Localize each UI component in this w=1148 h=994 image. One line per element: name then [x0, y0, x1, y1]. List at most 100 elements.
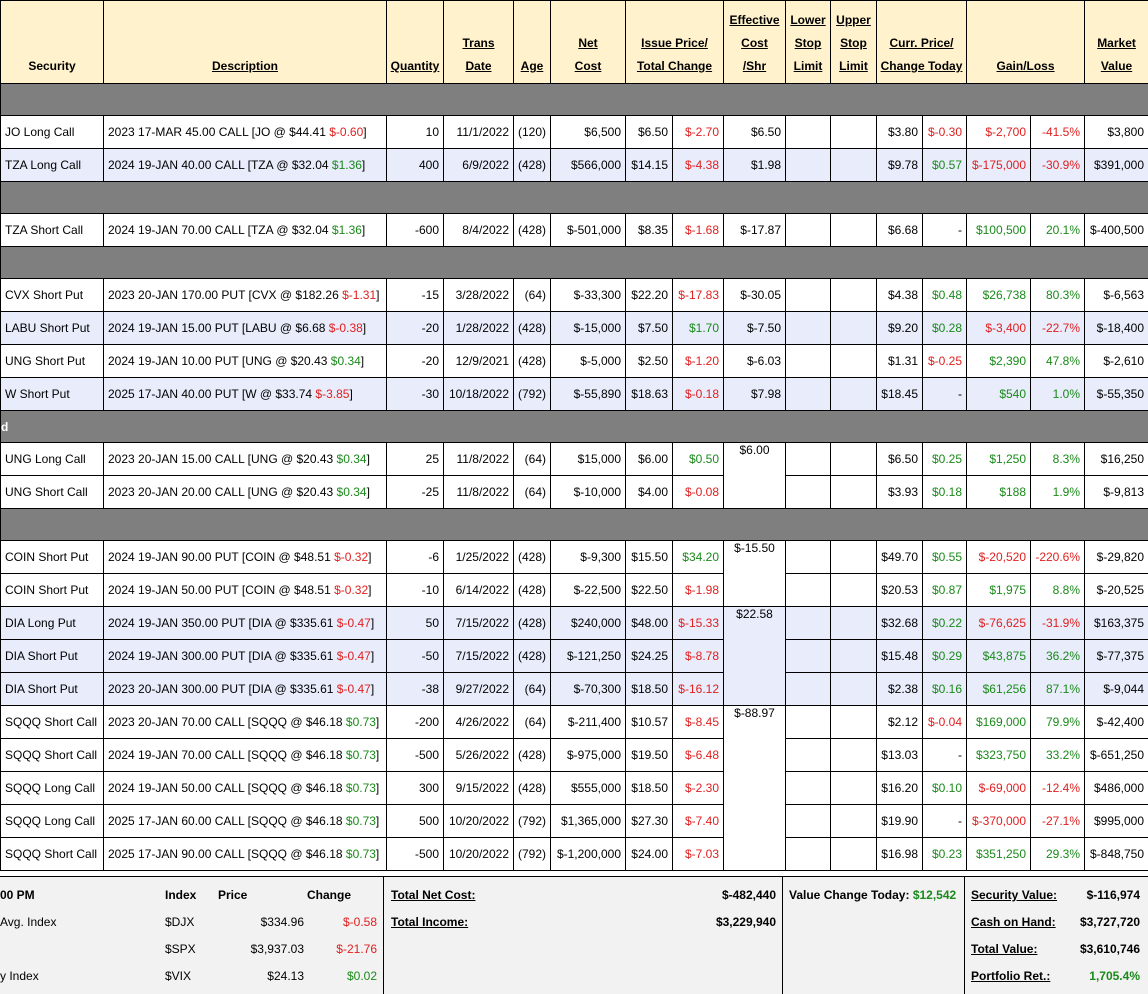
total-change-cell: $-8.45 [673, 706, 724, 739]
gain-loss-pct-cell: -12.4% [1031, 772, 1085, 805]
net-cost-cell: $-10,000 [551, 476, 626, 509]
total-change-cell: $-2.30 [673, 772, 724, 805]
col-issue-price[interactable]: Issue Price/Total Change [626, 1, 724, 84]
net-cost-cell: $-5,000 [551, 345, 626, 378]
change-today-cell: $0.23 [923, 838, 967, 871]
col-quantity[interactable]: Quantity [387, 1, 444, 84]
value-change-value: $12,542 [913, 888, 956, 902]
lower-stop-cell[interactable] [786, 739, 831, 772]
upper-stop-cell[interactable] [831, 312, 877, 345]
description-cell: 2025 17-JAN 60.00 CALL [SQQQ @ $46.18 $0… [104, 805, 387, 838]
lower-stop-cell[interactable] [786, 279, 831, 312]
lower-stop-cell[interactable] [786, 476, 831, 509]
net-cost-cell: $-55,890 [551, 378, 626, 411]
lower-stop-cell[interactable] [786, 574, 831, 607]
col-gain-loss[interactable]: Gain/Loss [967, 1, 1085, 84]
lower-stop-cell[interactable] [786, 838, 831, 871]
effective-cost-cell: $7.98 [724, 378, 786, 411]
upper-stop-cell[interactable] [831, 443, 877, 476]
lower-stop-cell[interactable] [786, 607, 831, 640]
lower-stop-cell[interactable] [786, 312, 831, 345]
col-age[interactable]: Age [514, 1, 551, 84]
col-security[interactable]: Security [1, 1, 104, 84]
quantity-cell: -25 [387, 476, 444, 509]
upper-stop-cell[interactable] [831, 607, 877, 640]
upper-stop-cell[interactable] [831, 149, 877, 182]
upper-stop-cell[interactable] [831, 378, 877, 411]
change-today-cell: $0.28 [923, 312, 967, 345]
upper-stop-cell[interactable] [831, 805, 877, 838]
current-price-cell: $3.93 [877, 476, 923, 509]
age-cell: (792) [514, 838, 551, 871]
net-cost-cell: $-121,250 [551, 640, 626, 673]
lower-stop-cell[interactable] [786, 443, 831, 476]
security-cell: TZA Long Call [1, 149, 104, 182]
trans-date-cell: 7/15/2022 [444, 607, 514, 640]
lower-stop-cell[interactable] [786, 706, 831, 739]
upper-stop-cell[interactable] [831, 739, 877, 772]
security-cell: DIA Long Put [1, 607, 104, 640]
lower-stop-cell[interactable] [786, 805, 831, 838]
description-text: 2024 19-JAN 15.00 PUT [LABU @ $6.68 [108, 321, 325, 335]
upper-stop-cell[interactable] [831, 838, 877, 871]
lower-stop-cell[interactable] [786, 214, 831, 247]
upper-stop-cell[interactable] [831, 214, 877, 247]
upper-stop-cell[interactable] [831, 476, 877, 509]
lower-stop-cell[interactable] [786, 116, 831, 149]
underlying-change: $0.73 [346, 781, 376, 795]
upper-stop-cell[interactable] [831, 706, 877, 739]
upper-stop-cell[interactable] [831, 279, 877, 312]
age-cell: (792) [514, 805, 551, 838]
col-description[interactable]: Description [104, 1, 387, 84]
lower-stop-cell[interactable] [786, 378, 831, 411]
col-curr-price[interactable]: Curr. Price/Change Today [877, 1, 967, 84]
gain-loss-pct-cell: 1.0% [1031, 378, 1085, 411]
upper-stop-cell[interactable] [831, 116, 877, 149]
market-value-cell: $-651,250 [1085, 739, 1148, 772]
quantity-cell: -500 [387, 838, 444, 871]
upper-stop-cell[interactable] [831, 541, 877, 574]
bracket-close: ] [363, 125, 366, 139]
lower-stop-cell[interactable] [786, 345, 831, 378]
lower-stop-cell[interactable] [786, 772, 831, 805]
upper-stop-cell[interactable] [831, 673, 877, 706]
upper-stop-cell[interactable] [831, 772, 877, 805]
market-value-cell: $-20,525 [1085, 574, 1148, 607]
current-price-cell: $15.48 [877, 640, 923, 673]
upper-stop-cell[interactable] [831, 640, 877, 673]
lower-stop-cell[interactable] [786, 640, 831, 673]
lower-stop-cell[interactable] [786, 149, 831, 182]
upper-stop-cell[interactable] [831, 345, 877, 378]
upper-stop-cell[interactable] [831, 574, 877, 607]
lower-stop-cell[interactable] [786, 673, 831, 706]
market-value-cell: $-9,044 [1085, 673, 1148, 706]
lower-stop-cell[interactable] [786, 541, 831, 574]
market-value-cell: $3,800 [1085, 116, 1148, 149]
total-change-cell: $1.70 [673, 312, 724, 345]
